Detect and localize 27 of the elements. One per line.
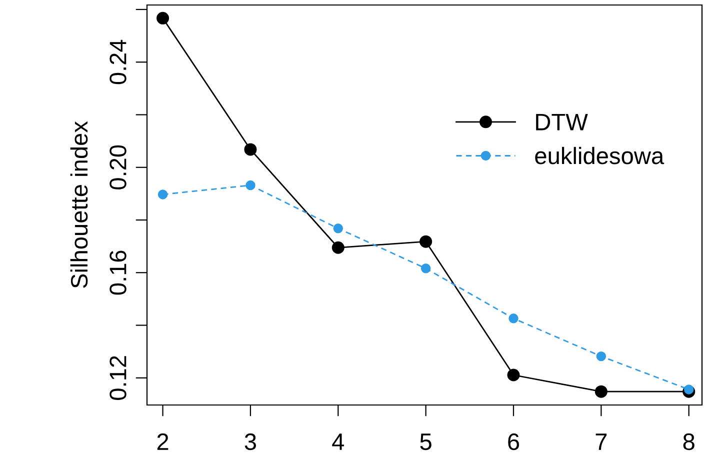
point — [420, 264, 431, 274]
point — [420, 235, 432, 248]
x-tick-label: 8 — [683, 433, 694, 450]
point — [333, 224, 343, 234]
point — [594, 385, 608, 398]
x-tick-label: 3 — [244, 433, 256, 450]
point — [156, 12, 170, 24]
point — [508, 314, 518, 324]
x-tick-label: 4 — [332, 434, 344, 450]
point — [244, 143, 257, 156]
point — [332, 241, 344, 254]
y-tick-label: 0.12 — [110, 356, 126, 400]
y-tick-label: 0.16 — [110, 250, 126, 295]
point — [507, 368, 520, 382]
point — [246, 180, 256, 190]
x-tick-label: 7 — [596, 434, 607, 450]
legend-label: DTW — [536, 114, 588, 130]
point — [596, 351, 606, 362]
x-tick-label: 5 — [420, 434, 432, 450]
point — [158, 190, 168, 200]
y-tick-label: 0.24 — [110, 40, 126, 84]
point — [684, 384, 694, 394]
y-tick-label: 0.20 — [110, 145, 126, 190]
x-tick-label: 2 — [157, 433, 168, 450]
legend-label: euklidesowa — [535, 146, 664, 164]
x-tick-label: 6 — [508, 433, 520, 450]
y-axis-title: Silhouette index — [70, 121, 88, 288]
